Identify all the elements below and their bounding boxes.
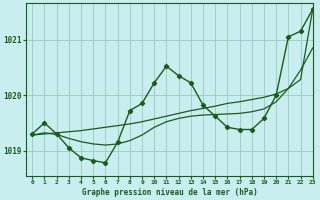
X-axis label: Graphe pression niveau de la mer (hPa): Graphe pression niveau de la mer (hPa): [82, 188, 257, 197]
